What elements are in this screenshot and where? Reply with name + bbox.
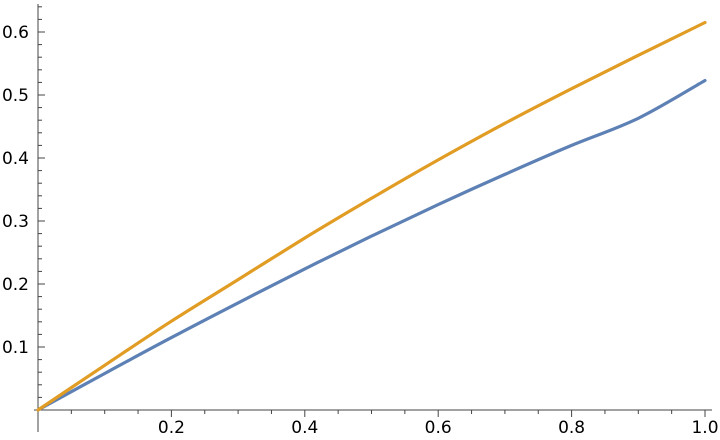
- x-tick-label: 0.2: [158, 418, 185, 438]
- x-tick-label: 0.8: [558, 418, 585, 438]
- x-tick-label: 0.6: [425, 418, 452, 438]
- x-tick-label: 1.0: [691, 418, 718, 438]
- y-tick-label: 0.2: [2, 275, 29, 295]
- y-tick-label: 0.4: [2, 149, 29, 169]
- plot-area: [36, 20, 707, 412]
- series-line-2: [36, 20, 707, 412]
- y-tick-label: 0.6: [2, 23, 29, 43]
- axes: [34, 4, 712, 432]
- x-tick-label: 0.4: [291, 418, 318, 438]
- y-tick-label: 0.5: [2, 86, 29, 106]
- y-tick-label: 0.3: [2, 212, 29, 232]
- y-tick-label: 0.1: [2, 338, 29, 358]
- x-axis-ticks: 0.2 0.4 0.6 0.8 1.0: [70, 410, 719, 438]
- y-axis-ticks: 0.1 0.2 0.3 0.4 0.5 0.6: [2, 6, 45, 398]
- series-line-1: [36, 78, 707, 412]
